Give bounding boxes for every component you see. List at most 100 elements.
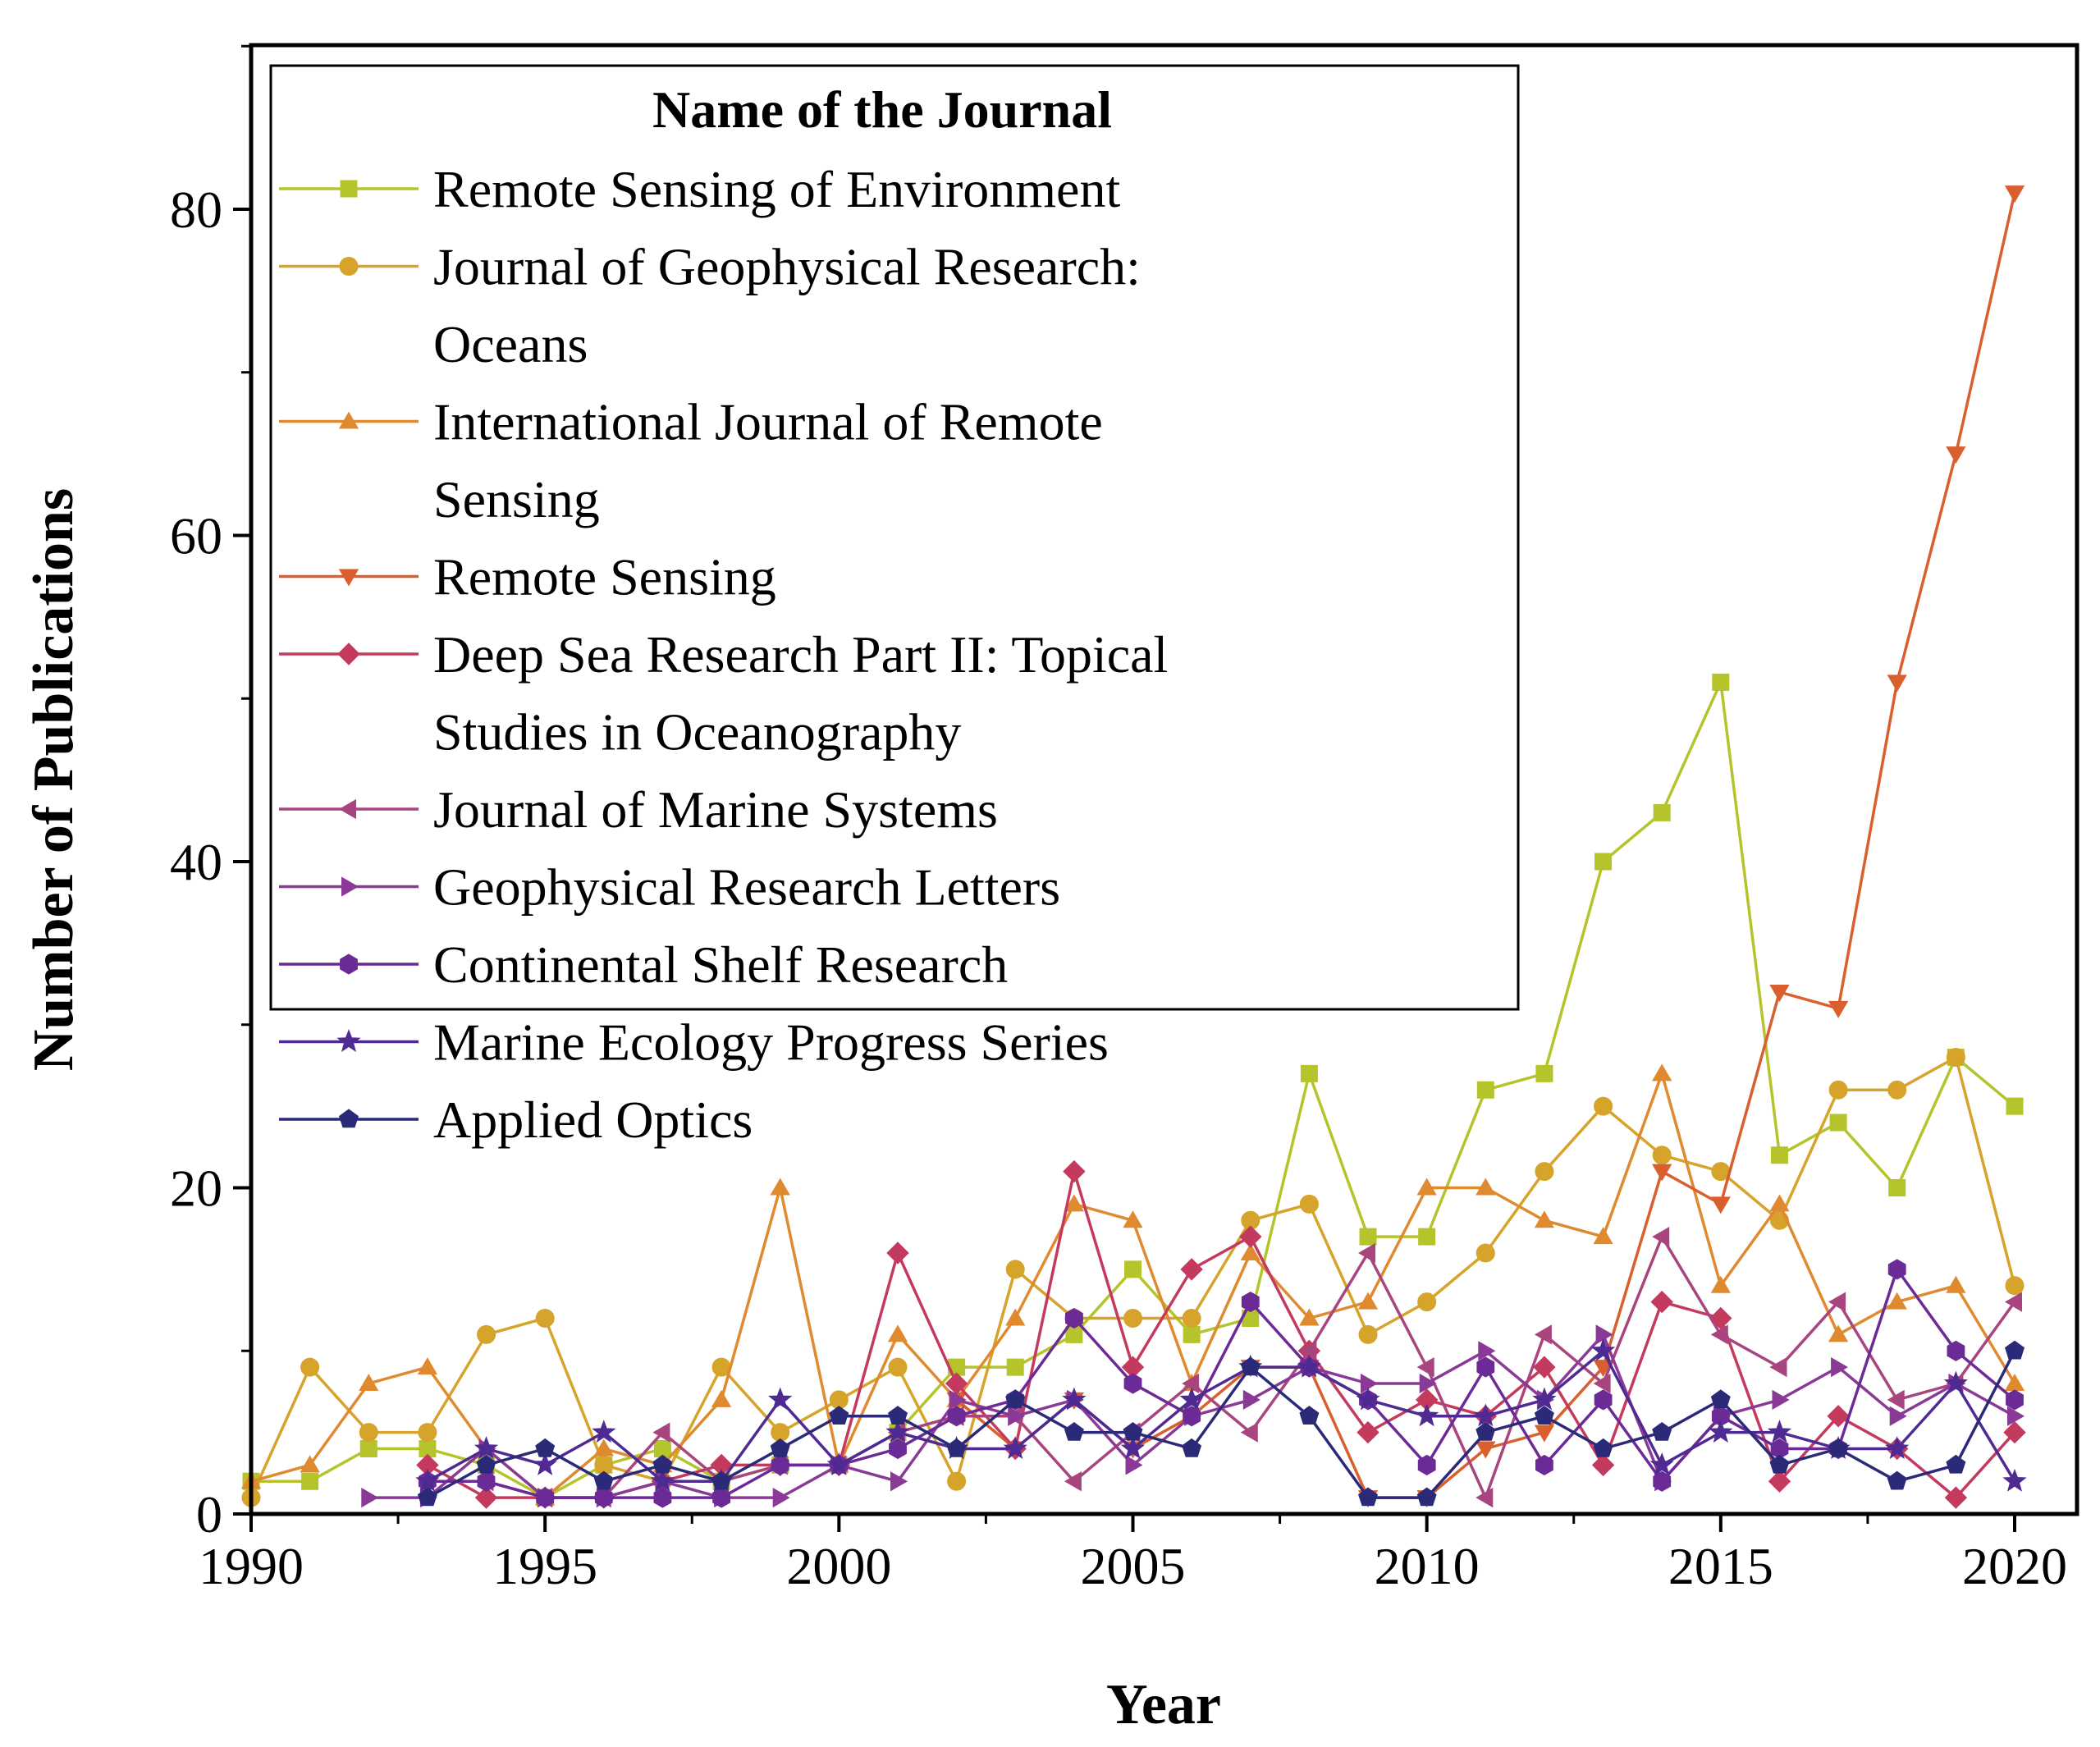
data-point [1299, 1406, 1320, 1425]
data-point [1123, 1309, 1142, 1328]
data-point [829, 1406, 849, 1425]
data-point [1182, 1309, 1201, 1328]
data-point [1475, 1441, 1496, 1459]
data-point [890, 1471, 908, 1492]
data-point [1652, 1063, 1672, 1082]
data-point [474, 1436, 499, 1459]
data-point [1416, 1357, 1434, 1378]
data-point [1125, 1455, 1143, 1475]
data-point [1297, 1354, 1322, 1378]
data-point [1359, 1228, 1377, 1246]
data-point [2004, 185, 2025, 204]
data-point [2007, 1406, 2025, 1426]
data-point [1476, 1356, 1495, 1378]
data-point [1533, 1356, 1556, 1379]
data-point [947, 1471, 967, 1491]
data-point [1473, 1403, 1498, 1427]
data-point [1652, 1146, 1672, 1165]
data-point [1828, 1000, 1849, 1018]
x-tick-label: 2020 [1962, 1537, 2067, 1595]
legend-label: Marine Ecology Progress Series [433, 1013, 1109, 1072]
data-point [768, 1387, 793, 1411]
data-point [1944, 1486, 1968, 1509]
data-point [711, 1470, 732, 1490]
data-point [1006, 1358, 1024, 1376]
data-point [1475, 1488, 1494, 1508]
x-tick-label: 2015 [1668, 1537, 1773, 1595]
data-point [1357, 1292, 1379, 1310]
x-axis-title: Year [1106, 1673, 1221, 1736]
data-point [772, 1488, 790, 1508]
data-point [1649, 1452, 1674, 1475]
data-point [1180, 1258, 1203, 1281]
data-point [1357, 1420, 1379, 1444]
data-point [1710, 1196, 1731, 1214]
data-point [1183, 1325, 1201, 1343]
data-point [1652, 1421, 1672, 1441]
data-point [1769, 985, 1790, 1003]
data-point [359, 1373, 379, 1391]
data-point [1591, 1453, 1615, 1477]
data-point [711, 1389, 732, 1407]
data-point [1594, 853, 1613, 871]
data-point [1947, 1340, 1965, 1361]
data-point [1767, 1420, 1792, 1443]
data-point [887, 1324, 908, 1342]
data-point [1123, 1373, 1142, 1394]
data-point [1594, 1389, 1613, 1411]
data-point [1416, 1487, 1437, 1507]
data-point [1827, 1405, 1850, 1428]
data-point [889, 1438, 907, 1460]
data-point [1887, 1259, 1906, 1280]
data-point [1124, 1260, 1142, 1278]
data-point [1062, 1387, 1087, 1411]
legend-label: Applied Optics [433, 1091, 753, 1149]
data-point [888, 1357, 908, 1377]
data-point [1239, 1225, 1262, 1248]
data-point [886, 1242, 909, 1265]
data-point [1595, 1324, 1613, 1345]
data-point [1653, 803, 1671, 821]
legend-marker [339, 257, 359, 276]
data-point [2004, 1374, 2025, 1391]
data-point [770, 1178, 790, 1196]
legend-label: International Journal of Remote Sensing [433, 393, 1103, 529]
data-point [359, 1423, 378, 1443]
data-point [1532, 1387, 1557, 1411]
data-point [888, 1406, 908, 1425]
data-point [1358, 1242, 1375, 1264]
axes: 1990 1995 2000 2005 2010 2015 2020 0 20 40 60 80 [170, 44, 2067, 1595]
data-point [535, 1309, 555, 1328]
legend-item: Remote Sensing [279, 548, 776, 606]
data-point [885, 1420, 910, 1443]
data-point [1946, 446, 1966, 464]
data-point [1831, 1357, 1849, 1378]
legend-marker [338, 569, 359, 587]
data-point [1943, 1370, 1969, 1394]
data-point [417, 1357, 438, 1375]
legend-box [269, 64, 1520, 1011]
data-point [300, 1357, 320, 1377]
data-point [1888, 1179, 1906, 1196]
data-point [650, 1468, 675, 1492]
legend-marker [339, 1109, 359, 1128]
data-point [1946, 1275, 1966, 1293]
data-point [1418, 1228, 1436, 1246]
data-point [1829, 1114, 1847, 1132]
data-point [1535, 1454, 1553, 1475]
legend-item: International Journal of Remote Sensing [279, 393, 1103, 529]
data-point [361, 1488, 379, 1508]
legend-item: Journal of Geophysical Research: Oceans [279, 238, 1141, 373]
data-point [533, 1452, 557, 1475]
data-point [1123, 1210, 1143, 1228]
legend-marker [336, 1029, 361, 1052]
y-tick-label: 80 [170, 181, 222, 239]
data-point [1123, 1421, 1143, 1441]
legend-marker [339, 798, 356, 820]
data-point [1182, 1438, 1202, 1457]
data-point [1828, 1438, 1849, 1457]
data-point [1828, 1292, 1846, 1312]
data-point [1652, 1227, 1670, 1247]
data-point [301, 1472, 319, 1490]
